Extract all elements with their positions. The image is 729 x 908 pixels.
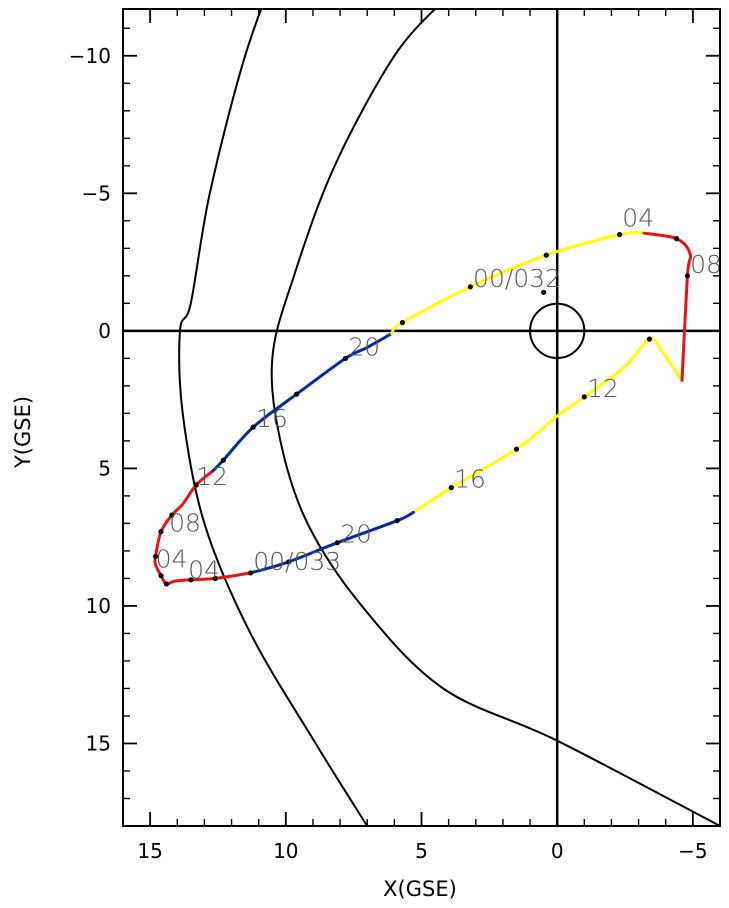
hour-mark — [285, 559, 292, 565]
hour-mark — [158, 529, 164, 535]
hour-mark — [684, 273, 691, 279]
hour-mark — [220, 457, 227, 463]
x-tick-label: 15 — [137, 839, 162, 863]
boundary-curve-2 — [270, 9, 720, 826]
y-tick-label: −10 — [69, 44, 111, 68]
hour-mark — [448, 485, 454, 491]
orbit-time-label: 00/032 — [473, 264, 561, 293]
earth-marker — [529, 302, 586, 359]
y-axis-title: Y(GSE) — [11, 396, 35, 469]
x-tick-label: 10 — [273, 839, 298, 863]
hour-mark — [342, 355, 349, 361]
y-tick-label: 10 — [86, 594, 111, 618]
orbit-time-label: 08 — [169, 509, 201, 538]
x-axis-title: X(GSE) — [383, 877, 457, 901]
y-tick-label: −5 — [82, 181, 111, 205]
orbit-time-label: 16 — [256, 404, 288, 433]
hour-mark — [193, 482, 199, 488]
hour-mark — [158, 573, 164, 579]
x-tick-label: 5 — [415, 839, 428, 863]
hour-mark — [394, 518, 400, 524]
x-tick-label: −5 — [678, 839, 707, 863]
hour-mark — [188, 577, 194, 583]
hour-mark — [673, 236, 680, 242]
hour-mark — [294, 391, 300, 397]
hour-mark — [169, 512, 175, 518]
hour-mark — [467, 284, 473, 290]
hour-mark — [541, 289, 547, 295]
hour-mark — [247, 570, 254, 576]
orbit-time-label: 00/033 — [253, 547, 341, 576]
hour-mark — [646, 336, 653, 342]
y-tick-label: 0 — [98, 319, 111, 343]
hour-mark — [513, 446, 520, 452]
orbit-time-label: 16 — [454, 465, 486, 494]
orbit-time-label: 04 — [622, 203, 654, 232]
hour-mark — [616, 231, 623, 238]
earth-circle — [529, 302, 586, 359]
hour-mark — [581, 394, 587, 400]
orbit-time-label: 04 — [156, 544, 188, 573]
orbit-time-label: 20 — [340, 520, 372, 549]
orbit-time-label: 04 — [188, 555, 220, 584]
orbit-time-label: 08 — [690, 250, 722, 279]
x-tick-label: 0 — [551, 839, 564, 863]
hour-mark — [334, 540, 340, 546]
hour-mark — [399, 319, 406, 326]
boundary-curves — [178, 9, 720, 826]
orbit-segment-red — [642, 231, 693, 382]
hour-mark — [163, 581, 170, 587]
y-tick-label: 5 — [98, 456, 111, 480]
axis-ticks: 15 10 5 0 −5 −10 −5 0 5 10 15 — [69, 9, 721, 863]
hour-mark — [152, 553, 159, 560]
orbit-time-label: 20 — [348, 333, 380, 362]
orbit-time-label: 12 — [587, 374, 619, 403]
hour-mark — [543, 252, 549, 258]
hour-mark — [212, 575, 218, 582]
boundary-curve-1 — [178, 9, 369, 826]
hour-marks — [152, 231, 691, 587]
y-tick-label: 15 — [86, 731, 111, 755]
hour-mark — [250, 424, 256, 430]
orbit-time-label: 12 — [196, 462, 228, 491]
